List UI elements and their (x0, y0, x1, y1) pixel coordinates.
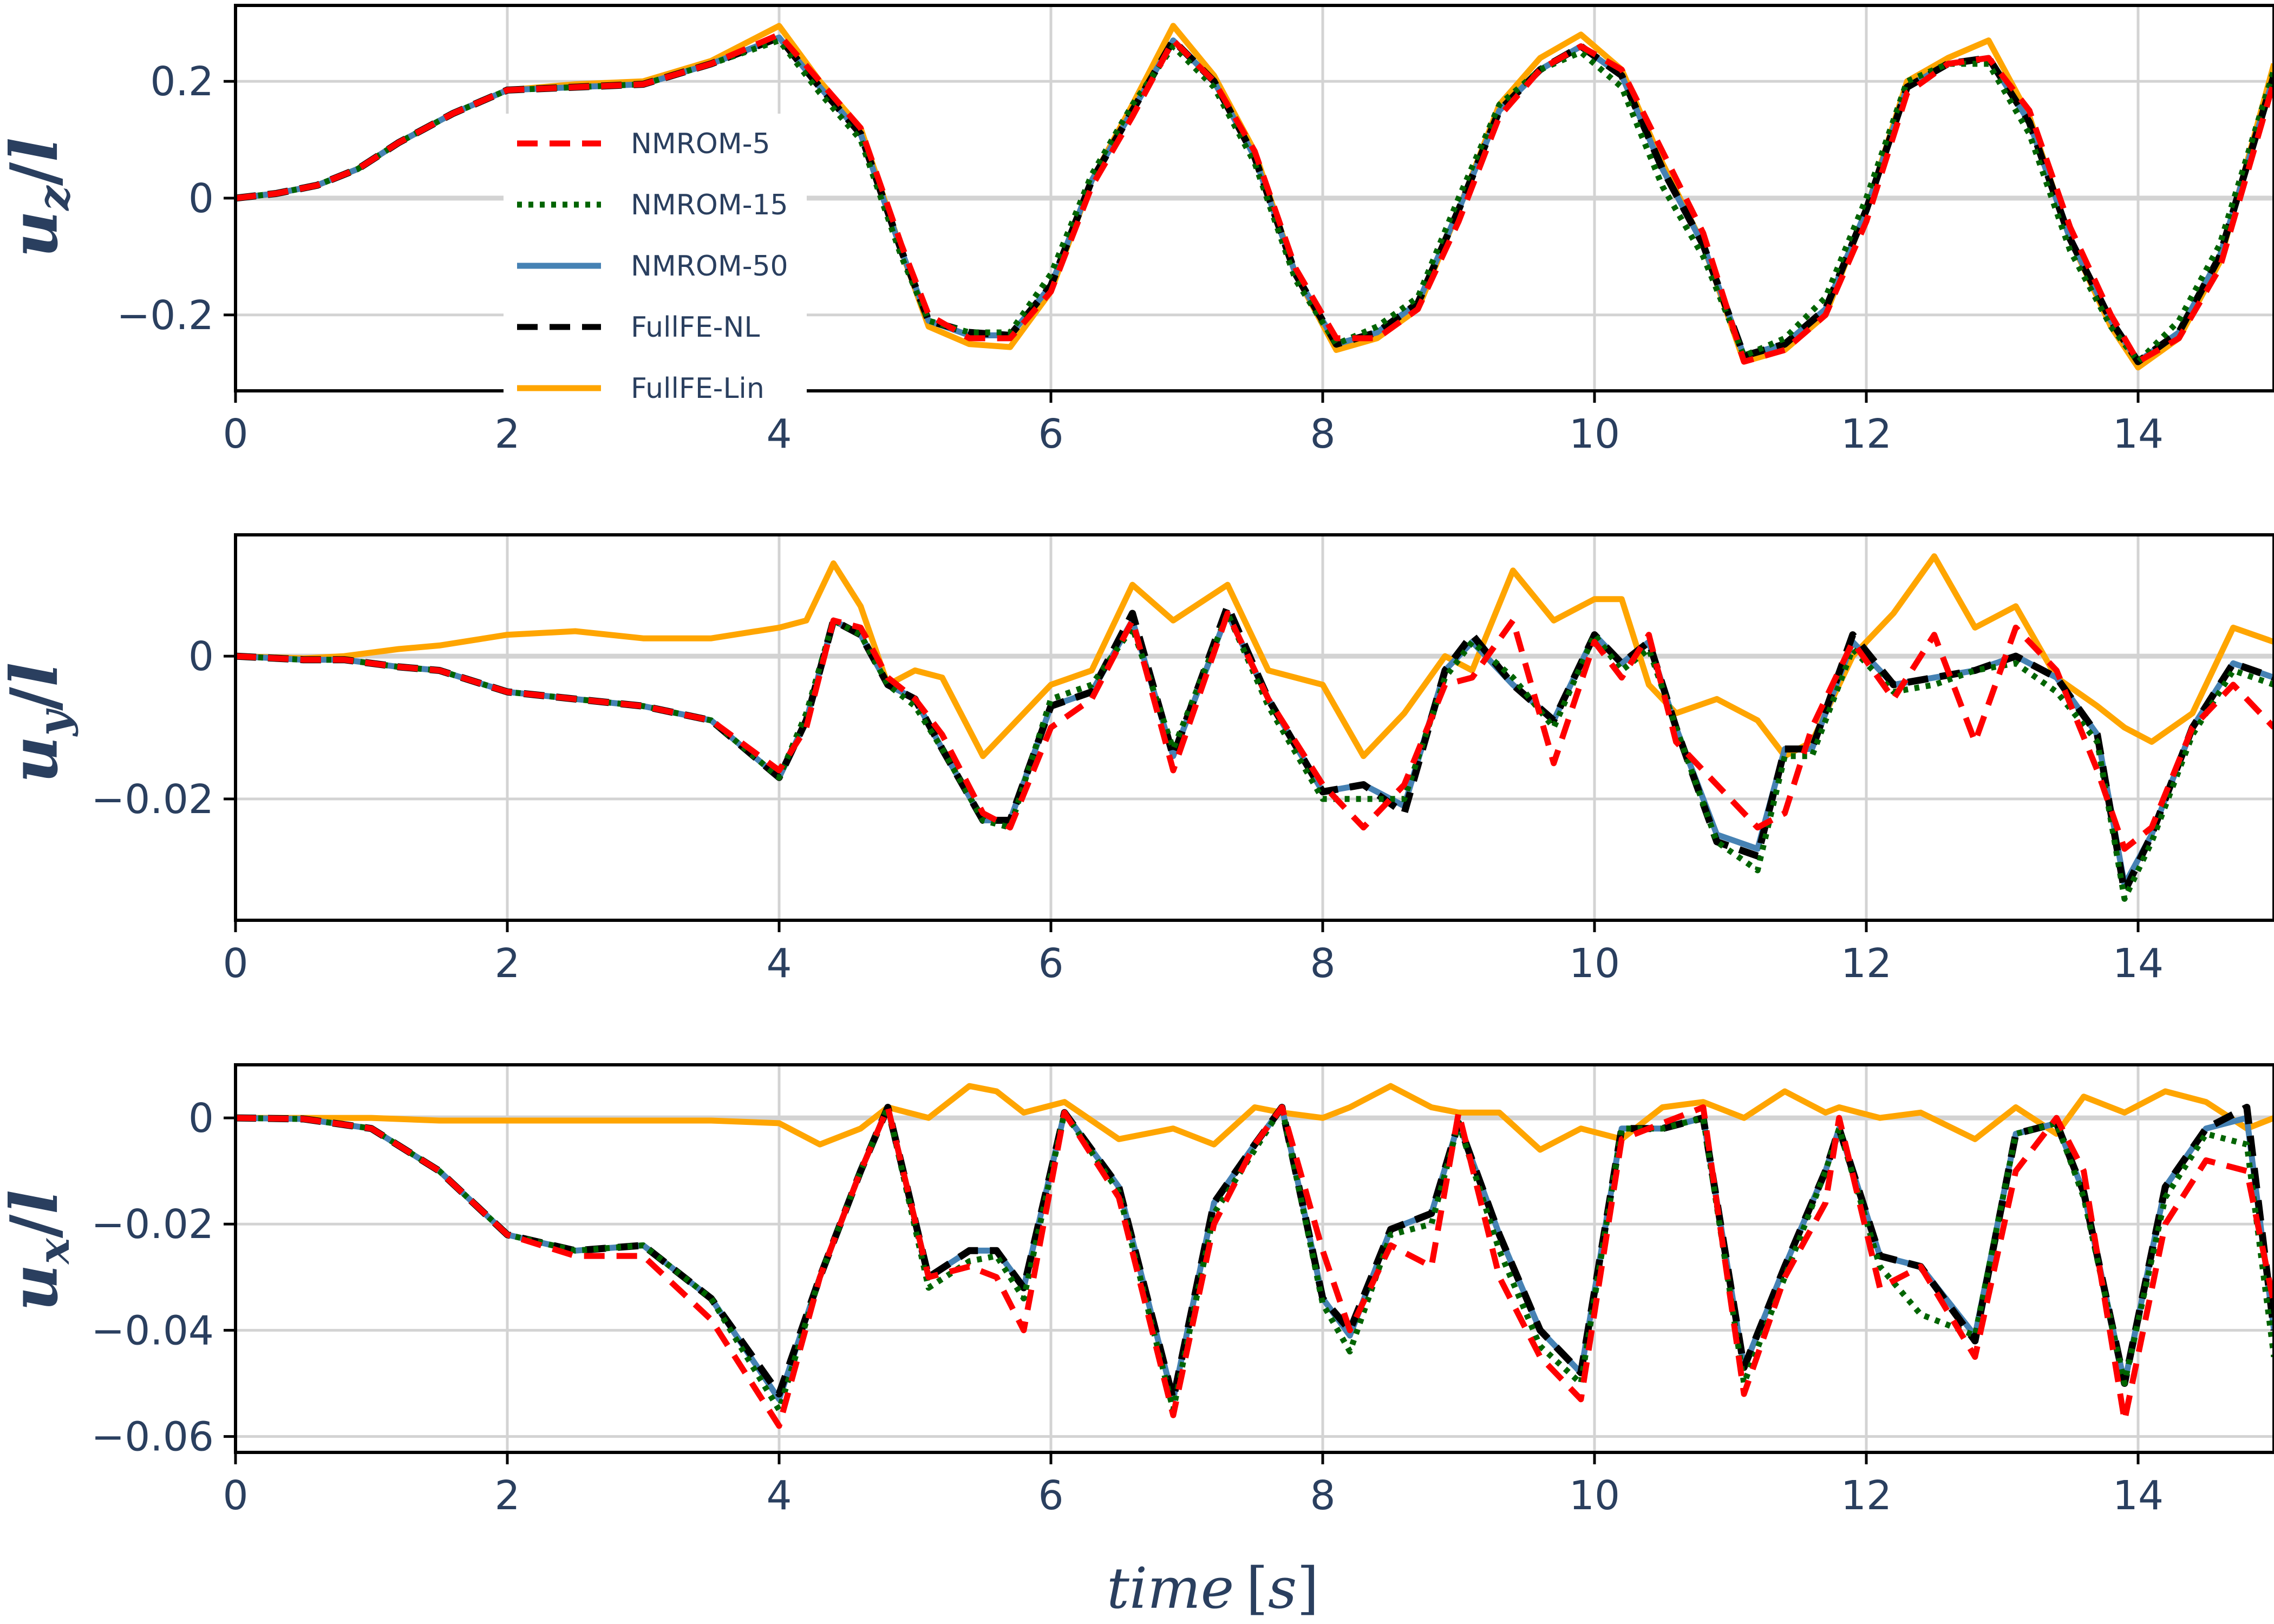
series-line-nmrom-5 (236, 610, 2274, 852)
legend-label: NMROM-50 (631, 250, 788, 283)
series-line-nmrom-15 (236, 610, 2274, 902)
x-tick-label: 12 (1841, 411, 1892, 457)
y-tick-label: 0 (188, 633, 214, 680)
ytitle-uz: uz/l (0, 137, 79, 258)
legend-item: FullFE-NL (517, 311, 760, 344)
x-tick-label: 6 (1038, 940, 1063, 987)
series-line-fullfe-lin (236, 1083, 2274, 1153)
xaxis-title: time [s] (1107, 1555, 1319, 1621)
x-tick-label: 8 (1310, 940, 1335, 987)
y-tick-label: −0.04 (91, 1307, 214, 1354)
panel-uy: 0 2 4 6 8 10 12 14 −0.02 0 (91, 533, 2274, 987)
legend-label: FullFE-NL (631, 311, 760, 344)
ytitle-ux: ux/l (0, 1190, 79, 1311)
x-tick-label: 14 (2113, 1472, 2164, 1519)
x-tick-label: 4 (766, 1472, 792, 1519)
x-tick-label: 14 (2113, 411, 2164, 457)
ytitle-uy: uy/l (0, 662, 79, 783)
x-tick-label: 10 (1569, 1472, 1620, 1519)
legend-item: NMROM-15 (517, 189, 788, 221)
y-tick-label: 0.2 (150, 58, 214, 105)
y-tick-label: −0.02 (91, 1201, 214, 1248)
series-line-fullfe-nl (236, 603, 2274, 895)
series-line-nmrom-5 (236, 31, 2274, 365)
legend-label: NMROM-15 (631, 189, 788, 221)
x-tick-label: 8 (1310, 411, 1335, 457)
panel-ux: 0 2 4 6 8 10 12 14 −0.06 −0.04 −0.02 0 (91, 1063, 2274, 1519)
y-tick-label: 0 (188, 1095, 214, 1142)
x-tick-label: 2 (494, 1472, 520, 1519)
y-tick-label: 0 (188, 175, 214, 222)
x-tick-label: 6 (1038, 1472, 1063, 1519)
x-tick-label: 4 (766, 411, 792, 457)
y-tick-label: −0.2 (116, 292, 214, 339)
x-tick-label: 12 (1841, 940, 1892, 987)
x-tick-label: 10 (1569, 411, 1620, 457)
panel-uz: 0 2 4 6 8 10 12 14 −0.2 0 0.2 (116, 4, 2274, 457)
y-tick-label: −0.06 (91, 1414, 214, 1461)
x-tick-label: 4 (766, 940, 792, 987)
series-line-nmrom-5 (236, 1104, 2274, 1429)
x-tick-label: 0 (223, 940, 248, 987)
x-tick-label: 0 (223, 411, 248, 457)
x-tick-label: 6 (1038, 411, 1063, 457)
x-tick-label: 2 (494, 940, 520, 987)
legend-item: NMROM-50 (517, 250, 788, 283)
series-line-nmrom-15 (236, 1104, 2274, 1413)
legend-item: NMROM-5 (517, 128, 770, 160)
x-tick-label: 14 (2113, 940, 2164, 987)
x-tick-label: 10 (1569, 940, 1620, 987)
y-tick-label: −0.02 (91, 776, 214, 823)
x-tick-label: 8 (1310, 1472, 1335, 1519)
series-line-fullfe-lin (236, 553, 2274, 759)
legend-item: FullFE-Lin (517, 372, 764, 405)
legend: NMROM-5 NMROM-15 NMROM-50 FullFE-NL FullFE-L… (504, 114, 807, 417)
x-tick-label: 12 (1841, 1472, 1892, 1519)
plot-frame (234, 1063, 2274, 1454)
x-tick-label: 2 (494, 411, 520, 457)
legend-label: FullFE-Lin (631, 372, 764, 405)
plot-frame (234, 533, 2274, 922)
x-tick-label: 0 (223, 1472, 248, 1519)
legend-label: NMROM-5 (631, 128, 770, 160)
